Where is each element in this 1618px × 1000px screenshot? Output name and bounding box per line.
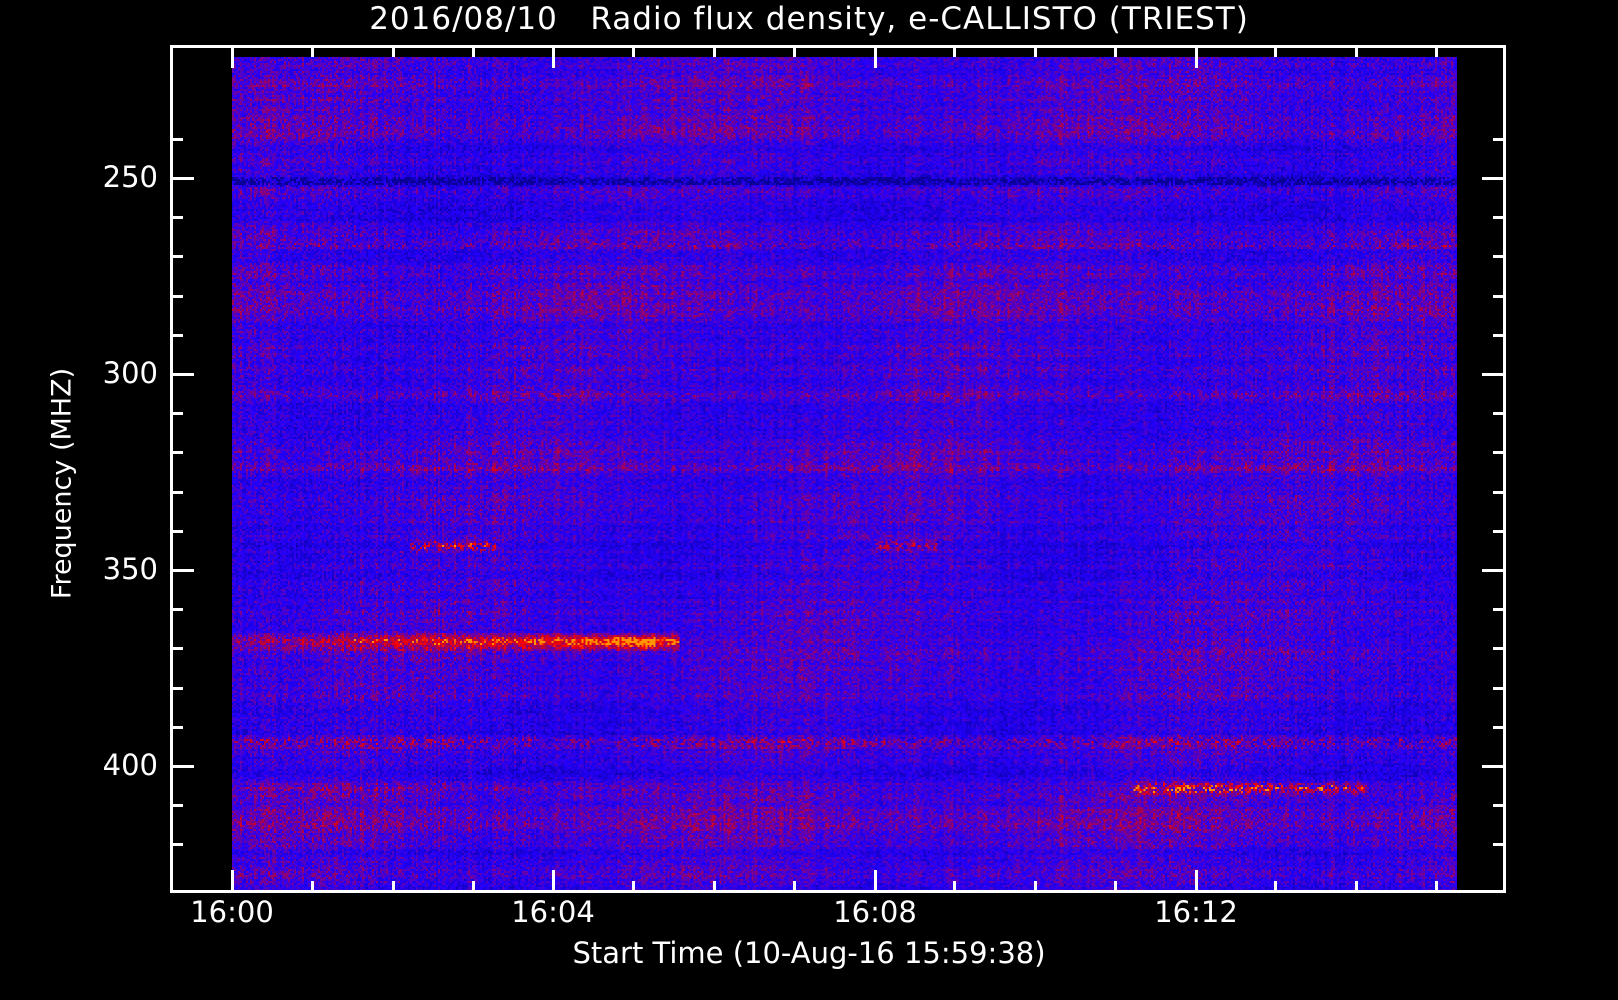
y-axis-tick-label: 300 [102, 356, 158, 390]
y-axis-minor-tick [1493, 529, 1506, 533]
y-axis-minor-tick [170, 843, 183, 847]
y-axis-title: Frequency (MHZ) [46, 367, 78, 600]
y-axis-major-tick [1482, 177, 1506, 180]
x-axis-minor-tick [311, 45, 315, 57]
y-axis-minor-tick [1493, 412, 1506, 416]
x-axis-tick-label: 16:12 [1154, 895, 1238, 929]
y-axis-minor-tick [1493, 451, 1506, 455]
y-axis-major-tick [1482, 765, 1506, 768]
spectrogram-canvas [232, 57, 1457, 891]
y-axis-major-tick [1482, 569, 1506, 572]
x-axis-tick-label: 16:08 [833, 895, 917, 929]
y-axis-minor-tick [1493, 216, 1506, 220]
y-axis-minor-tick [170, 686, 183, 690]
x-axis-major-tick [1195, 45, 1198, 68]
y-axis-minor-tick [170, 137, 183, 141]
y-axis-minor-tick [170, 294, 183, 298]
y-axis-major-tick [170, 373, 194, 376]
y-axis-minor-tick [1493, 255, 1506, 259]
y-axis-minor-tick [1493, 333, 1506, 337]
y-axis-minor-tick [170, 490, 183, 494]
x-axis-major-tick [552, 870, 555, 893]
x-axis-minor-tick [471, 881, 475, 893]
y-axis-minor-tick [170, 216, 183, 220]
x-axis-minor-tick [471, 45, 475, 57]
y-axis-minor-tick [170, 333, 183, 337]
y-axis-minor-tick [1493, 294, 1506, 298]
y-axis-minor-tick [1493, 725, 1506, 729]
x-axis-title: Start Time (10-Aug-16 15:59:38) [572, 936, 1046, 970]
x-axis-major-tick [231, 870, 234, 893]
x-axis-minor-tick [632, 881, 636, 893]
page-title: 2016/08/10 Radio flux density, e-CALLIST… [369, 1, 1249, 37]
y-axis-minor-tick [1493, 647, 1506, 651]
x-axis-tick-label: 16:00 [190, 895, 274, 929]
y-axis-minor-tick [170, 412, 183, 416]
y-axis-minor-tick [170, 608, 183, 612]
x-axis-minor-tick [1434, 45, 1438, 57]
x-axis-minor-tick [391, 881, 395, 893]
y-axis-minor-tick [170, 451, 183, 455]
y-axis-tick-label: 250 [102, 160, 158, 194]
x-axis-major-tick [552, 45, 555, 68]
y-axis-minor-tick [170, 804, 183, 808]
y-axis-tick-label: 400 [102, 748, 158, 782]
axes-frame [170, 45, 1506, 893]
x-axis-minor-tick [1113, 881, 1117, 893]
x-axis-minor-tick [311, 881, 315, 893]
y-axis-minor-tick [1493, 608, 1506, 612]
y-axis-minor-tick [170, 529, 183, 533]
spectrogram-plot-area [232, 57, 1457, 891]
x-axis-minor-tick [1113, 45, 1117, 57]
x-axis-major-tick [874, 870, 877, 893]
y-axis-minor-tick [1493, 137, 1506, 141]
y-axis-major-tick [1482, 373, 1506, 376]
x-axis-minor-tick [1354, 45, 1358, 57]
y-axis-minor-tick [170, 725, 183, 729]
x-axis-minor-tick [1434, 881, 1438, 893]
x-axis-minor-tick [391, 45, 395, 57]
x-axis-minor-tick [1274, 881, 1278, 893]
x-axis-minor-tick [712, 45, 716, 57]
y-axis-major-tick [170, 765, 194, 768]
y-axis-major-tick [170, 569, 194, 572]
y-axis-tick-label: 350 [102, 552, 158, 586]
y-axis-minor-tick [1493, 686, 1506, 690]
x-axis-major-tick [1195, 870, 1198, 893]
x-axis-minor-tick [1274, 45, 1278, 57]
x-axis-minor-tick [632, 45, 636, 57]
x-axis-minor-tick [1033, 881, 1037, 893]
y-axis-major-tick [170, 177, 194, 180]
x-axis-minor-tick [953, 881, 957, 893]
x-axis-minor-tick [792, 45, 796, 57]
y-axis-minor-tick [170, 255, 183, 259]
x-axis-minor-tick [712, 881, 716, 893]
y-axis-minor-tick [1493, 804, 1506, 808]
x-axis-major-tick [874, 45, 877, 68]
x-axis-tick-label: 16:04 [511, 895, 595, 929]
y-axis-minor-tick [1493, 843, 1506, 847]
x-axis-minor-tick [792, 881, 796, 893]
x-axis-minor-tick [1033, 45, 1037, 57]
x-axis-major-tick [231, 45, 234, 68]
y-axis-minor-tick [170, 647, 183, 651]
x-axis-minor-tick [1354, 881, 1358, 893]
x-axis-minor-tick [953, 45, 957, 57]
y-axis-minor-tick [1493, 490, 1506, 494]
